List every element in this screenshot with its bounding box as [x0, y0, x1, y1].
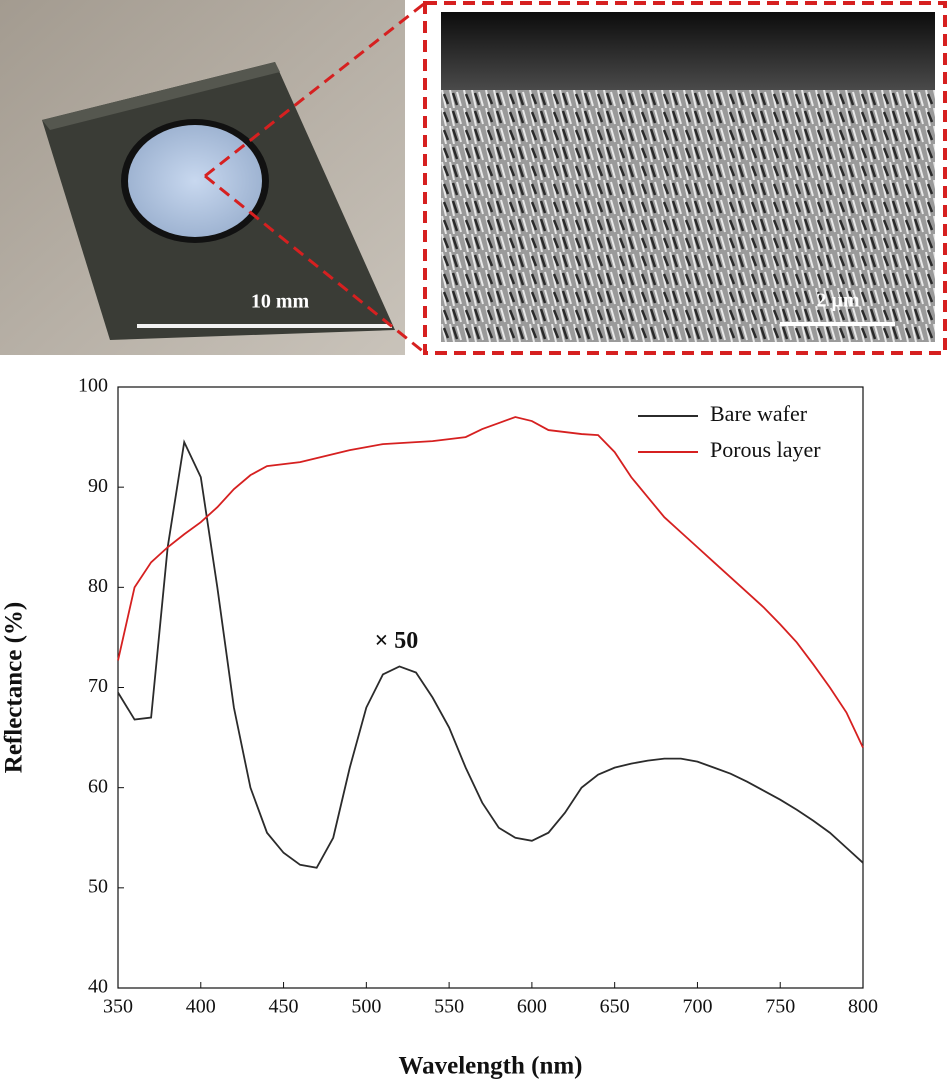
x-tick-label: 500: [351, 996, 381, 1018]
series-line: [117, 416, 864, 748]
y-tick-label: 50: [88, 875, 108, 897]
x-tick-label: 400: [186, 996, 216, 1018]
legend-label: Porous layer: [710, 437, 821, 462]
x-axis-label: Wavelength (nm): [398, 1053, 582, 1080]
sample-photo: 10 mm: [0, 0, 405, 355]
x-tick-label: 450: [269, 996, 299, 1018]
sem-scale-label: 2 μm: [817, 290, 860, 312]
annotation: × 50: [375, 628, 419, 654]
x-tick-label: 350: [103, 996, 133, 1018]
x-tick-label: 700: [682, 996, 712, 1018]
x-tick-label: 750: [765, 996, 795, 1018]
y-tick-label: 80: [88, 575, 108, 597]
x-tick-label: 650: [600, 996, 630, 1018]
series-line: [117, 439, 864, 869]
y-tick-label: 90: [88, 475, 108, 497]
x-tick-label: 550: [434, 996, 464, 1018]
x-tick-label: 600: [517, 996, 547, 1018]
sem-image: 2 μm: [204, 1, 947, 355]
legend-label: Bare wafer: [710, 401, 808, 426]
y-tick-label: 40: [88, 976, 108, 998]
y-tick-label: 60: [88, 775, 108, 797]
y-tick-label: 70: [88, 675, 108, 697]
y-tick-label: 100: [78, 375, 108, 397]
y-axis-label: Reflectance (%): [1, 602, 28, 773]
x-tick-label: 800: [848, 996, 878, 1018]
plot: 40 50 60 70 80 90 100 350 400 450 500 550 600 650 700 7…: [1, 375, 878, 1080]
photo-scale-label: 10 mm: [251, 291, 310, 313]
